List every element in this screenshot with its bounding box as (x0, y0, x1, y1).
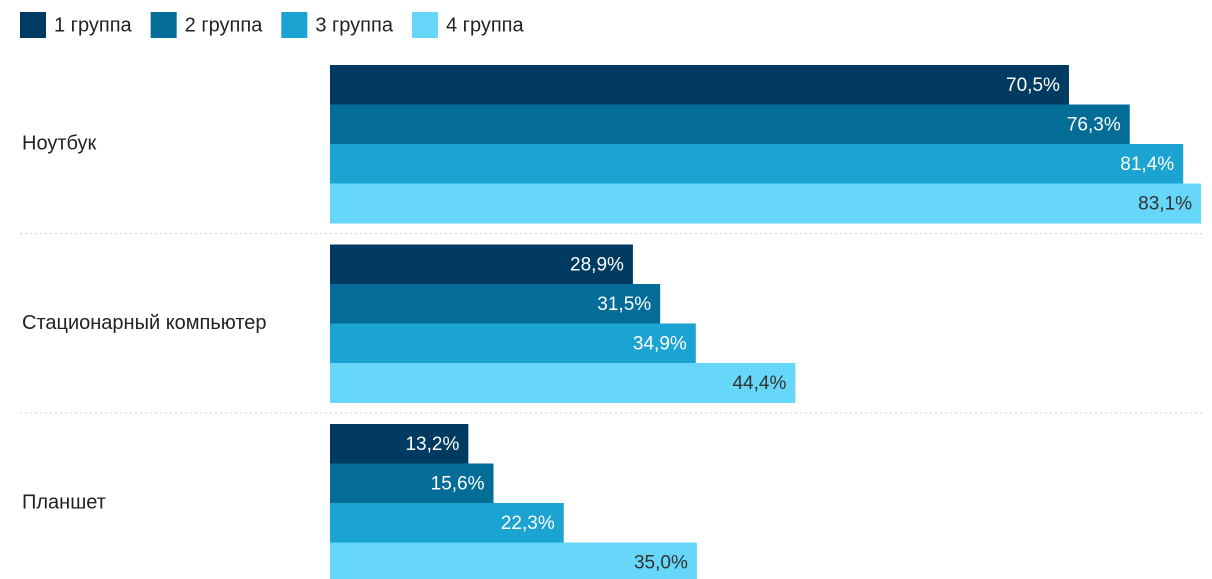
bar (330, 503, 564, 543)
bar (330, 323, 696, 364)
legend-label: 1 группа (54, 14, 133, 36)
value-label: 83,1% (1138, 193, 1192, 214)
category-label: Планшет (22, 491, 106, 513)
legend-swatch (20, 12, 46, 38)
bar (330, 244, 633, 285)
value-label: 15,6% (431, 473, 485, 494)
value-label: 13,2% (405, 434, 459, 455)
legend-swatch (411, 12, 438, 38)
bar (330, 284, 661, 324)
category-label: Стационарный компьютер (22, 312, 267, 334)
bar (330, 363, 796, 403)
value-label: 44,4% (732, 373, 786, 394)
bar (330, 65, 1069, 105)
value-label: 35,0% (634, 552, 688, 573)
bar (330, 542, 697, 579)
legend-swatch (150, 12, 177, 38)
legend-label: 3 группа (315, 14, 394, 36)
value-label: 22,3% (501, 513, 555, 534)
bar (330, 424, 469, 464)
category-label: Ноутбук (22, 132, 97, 154)
value-label: 70,5% (1006, 75, 1060, 96)
value-label: 76,3% (1067, 114, 1121, 135)
legend-label: 2 группа (185, 14, 264, 36)
bar (330, 144, 1184, 184)
value-label: 81,4% (1120, 154, 1174, 175)
bar (330, 183, 1201, 224)
legend-label: 4 группа (446, 14, 525, 36)
value-label: 28,9% (570, 254, 624, 275)
bar (330, 463, 494, 504)
value-label: 31,5% (597, 294, 651, 315)
legend-swatch (281, 12, 308, 38)
bar (330, 104, 1130, 145)
value-label: 34,9% (633, 333, 687, 354)
